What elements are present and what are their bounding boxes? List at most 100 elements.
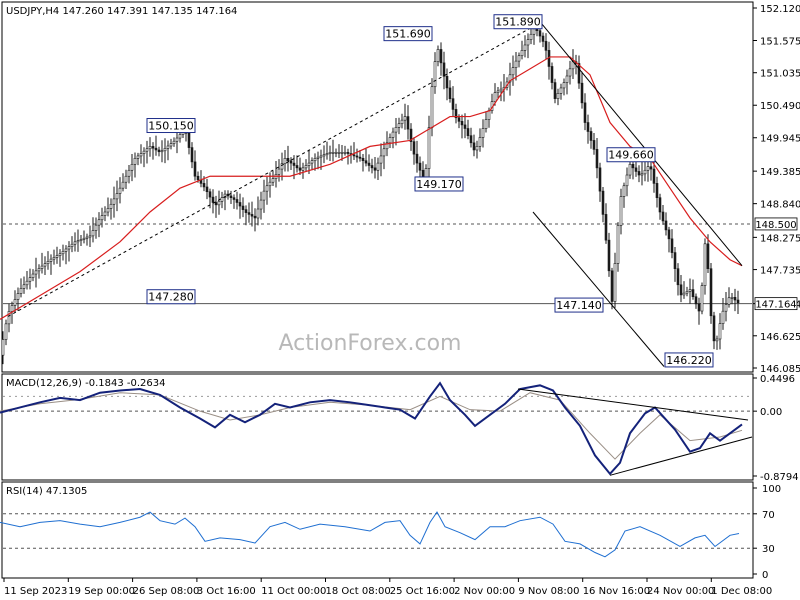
candle-body (673, 252, 677, 269)
candle-body (706, 243, 710, 269)
candle-body (616, 225, 620, 264)
candle-body (376, 162, 380, 171)
candle-body (460, 121, 464, 126)
candle-body (244, 209, 248, 213)
candle-body (160, 150, 164, 153)
candle-body (262, 190, 266, 201)
annotation-label: 151.890 (495, 16, 541, 29)
candle-body (136, 155, 140, 159)
candle-body (712, 315, 716, 342)
candle-body (295, 165, 299, 169)
rsi-header: RSI(14) 47.1305 (6, 486, 87, 497)
candle-body (235, 199, 239, 203)
candle-body (562, 82, 566, 89)
candle-body (358, 156, 362, 159)
rsi-tick-label: 0 (762, 570, 768, 581)
rsi-panel-frame (1, 481, 754, 579)
candle-body (301, 167, 305, 171)
candle-body (40, 265, 44, 269)
candle-body (19, 288, 23, 294)
moving-average-line (0, 56, 743, 320)
candle-body (313, 158, 317, 162)
candle-body (133, 158, 137, 165)
candle-body (334, 152, 338, 154)
candle-body (604, 214, 608, 241)
candle-body (169, 143, 173, 147)
candle-body (49, 258, 53, 262)
candle-body (34, 270, 38, 275)
candle-body (76, 240, 80, 243)
candle-body (727, 297, 731, 305)
candle-body (652, 168, 656, 184)
candle-body (94, 224, 98, 231)
candle-body (715, 338, 719, 342)
candle-body (196, 175, 200, 181)
candle-body (64, 248, 68, 252)
candle-body (340, 152, 344, 154)
x-tick-label: 24 Nov 00:00 (647, 586, 714, 597)
candle-body (445, 76, 449, 89)
candle-body (640, 173, 644, 176)
candle-body (73, 241, 77, 245)
candle-body (283, 158, 287, 164)
level-label: 147.164 (755, 300, 796, 311)
candle-body (478, 137, 482, 147)
candle-body (55, 255, 59, 258)
candle-body (397, 123, 401, 128)
candle-body (610, 270, 614, 302)
price-panel: 150.150 147.280 151.690 149.170 151.890 149.6… (0, 14, 752, 368)
candle-body (523, 44, 527, 51)
x-tick-label: 3 Oct 16:00 (197, 586, 256, 597)
price-tick-label: 152.120 (760, 4, 800, 15)
candle-body (145, 148, 149, 152)
candle-body (583, 102, 587, 123)
candle-body (406, 116, 410, 130)
candle-body (685, 291, 689, 294)
candle-body (31, 273, 35, 278)
candle-body (484, 119, 488, 129)
candle-body (178, 134, 182, 139)
candle-body (709, 268, 713, 317)
candle-body (382, 148, 386, 157)
candle-body (367, 162, 371, 166)
candle-body (10, 305, 14, 312)
candle-body (427, 127, 431, 169)
macd-trendline-0 (517, 388, 749, 421)
candle-body (472, 142, 476, 151)
candle-body (22, 284, 26, 289)
level-label-box (754, 217, 798, 231)
macd-line (0, 381, 743, 476)
price-tick-label: 148.840 (760, 200, 800, 211)
candle-body (4, 323, 8, 340)
trendline-2 (532, 211, 665, 367)
candle-body (328, 152, 332, 154)
macd-trendline-1 (609, 436, 753, 476)
candle-body (577, 63, 581, 84)
candle-body (649, 166, 653, 170)
candle-body (154, 147, 158, 151)
candle-body (619, 196, 623, 226)
candle-body (163, 148, 167, 152)
candle-body (205, 186, 209, 193)
macd-panel (0, 381, 753, 476)
candle-body (193, 161, 197, 177)
annotation-label: 146.220 (666, 354, 712, 367)
x-tick-label: 9 Nov 08:00 (518, 586, 579, 597)
candle-body (598, 167, 602, 192)
candle-body (631, 163, 635, 169)
candle-body (100, 215, 104, 221)
candle-body (316, 156, 320, 159)
candle-body (634, 167, 638, 172)
candle-body (529, 33, 533, 40)
candle-body (82, 237, 86, 240)
candle-body (241, 205, 245, 210)
candle-body (118, 187, 122, 194)
candle-body (13, 299, 17, 306)
candle-body (436, 49, 440, 62)
candle-body (46, 261, 50, 265)
level-label: 148.500 (755, 220, 796, 231)
candle-body (532, 28, 536, 35)
candle-body (466, 128, 470, 136)
candle-body (304, 165, 308, 169)
